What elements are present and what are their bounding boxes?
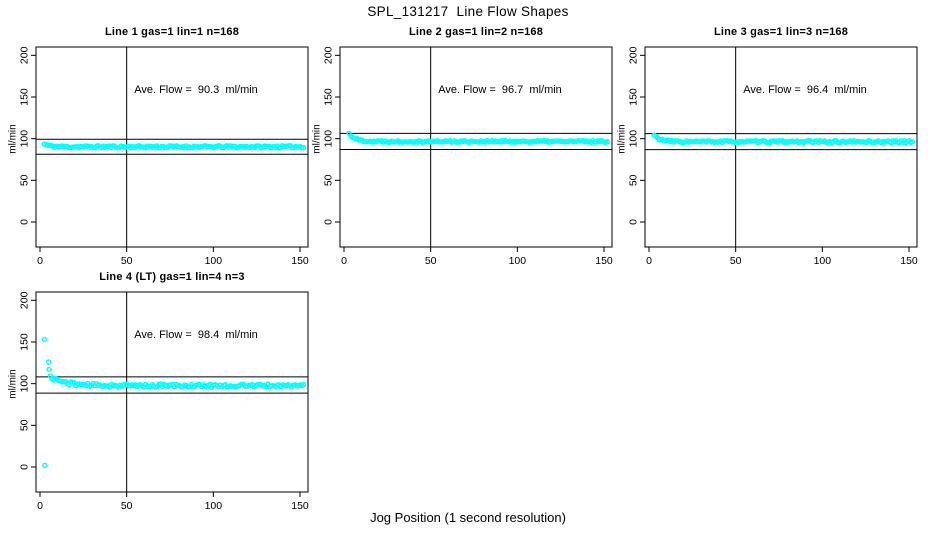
svg-text:50: 50: [425, 255, 437, 267]
svg-text:0: 0: [323, 219, 335, 225]
svg-text:100: 100: [205, 255, 223, 267]
svg-text:50: 50: [19, 419, 31, 431]
panel4-title: Line 4 (LT) gas=1 lin=4 n=3: [99, 271, 245, 283]
panel2-title: Line 2 gas=1 lin=2 n=168: [408, 26, 544, 38]
svg-text:200: 200: [628, 46, 640, 64]
figure-title: SPL_131217 Line Flow Shapes: [367, 4, 569, 19]
svg-text:150: 150: [19, 88, 31, 106]
svg-text:150: 150: [900, 255, 918, 267]
svg-text:100: 100: [323, 130, 335, 148]
panel3-title: Line 3 gas=1 lin=3 n=168: [713, 26, 849, 38]
svg-text:150: 150: [291, 500, 309, 512]
svg-text:200: 200: [19, 46, 31, 64]
panel1-ave-flow-annotation: Ave. Flow = 90.3 ml/min: [134, 84, 258, 96]
panel4-ave-flow-annotation: Ave. Flow = 98.4 ml/min: [134, 329, 258, 341]
svg-text:0: 0: [341, 255, 347, 267]
svg-text:0: 0: [628, 219, 640, 225]
svg-text:50: 50: [323, 174, 335, 186]
svg-text:150: 150: [323, 88, 335, 106]
svg-text:50: 50: [121, 500, 133, 512]
svg-text:100: 100: [205, 500, 223, 512]
panel2-ave-flow-annotation: Ave. Flow = 96.7 ml/min: [438, 84, 562, 96]
svg-text:0: 0: [19, 219, 31, 225]
svg-text:0: 0: [646, 255, 652, 267]
x-axis-label: Jog Position (1 second resolution): [370, 510, 566, 525]
svg-text:50: 50: [628, 174, 640, 186]
svg-text:100: 100: [814, 255, 832, 267]
svg-text:150: 150: [291, 255, 309, 267]
svg-text:150: 150: [628, 88, 640, 106]
panel3-ave-flow-annotation: Ave. Flow = 96.4 ml/min: [743, 84, 867, 96]
svg-text:50: 50: [19, 174, 31, 186]
svg-text:50: 50: [121, 255, 133, 267]
svg-text:0: 0: [19, 464, 31, 470]
svg-text:100: 100: [19, 130, 31, 148]
svg-text:100: 100: [509, 255, 527, 267]
panel1-title: Line 1 gas=1 lin=1 n=168: [104, 26, 240, 38]
svg-text:50: 50: [730, 255, 742, 267]
svg-text:100: 100: [19, 375, 31, 393]
svg-text:200: 200: [323, 46, 335, 64]
svg-text:200: 200: [19, 291, 31, 309]
svg-text:150: 150: [595, 255, 613, 267]
svg-text:0: 0: [37, 500, 43, 512]
svg-text:100: 100: [628, 130, 640, 148]
svg-text:0: 0: [37, 255, 43, 267]
svg-text:150: 150: [19, 333, 31, 351]
